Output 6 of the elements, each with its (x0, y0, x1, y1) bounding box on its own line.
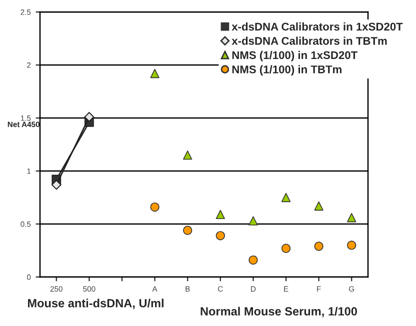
legend-label: NMS (1/100) in TBTm (232, 65, 342, 76)
legend-label: x-dsDNA Calibrators in 1xSD20T (232, 22, 403, 31)
x-axis-title: Mouse anti-dsDNA, U/ml (28, 298, 164, 310)
legend-label: x-dsDNA Calibrators in TBTm (232, 36, 387, 45)
text: Normal Mouse Serum, 1/100 (200, 306, 357, 318)
legend-label: NMS (1/100) in 1xSD20T (232, 50, 358, 62)
